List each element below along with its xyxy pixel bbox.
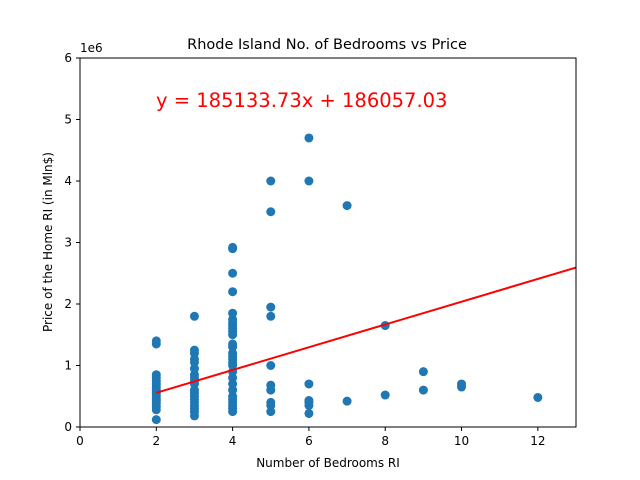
data-point — [418, 367, 428, 377]
x-axis-label: Number of Bedrooms RI — [256, 456, 400, 470]
data-point — [342, 201, 352, 211]
data-point — [228, 373, 238, 383]
data-point — [266, 361, 276, 370]
data-point — [418, 385, 428, 395]
data-point — [189, 354, 199, 364]
x-tick-label: 2 — [152, 434, 160, 448]
x-tick-label: 12 — [530, 434, 545, 448]
y-tick-label: 6 — [64, 51, 72, 65]
y-scale-label: 1e6 — [80, 41, 103, 55]
data-point — [189, 345, 199, 355]
data-point — [266, 380, 276, 390]
regression-line-group — [156, 266, 577, 394]
data-point — [304, 133, 314, 143]
x-tick-label: 10 — [454, 434, 469, 448]
y-axis-label: Price of the Home RI (in Mln$) — [41, 152, 55, 332]
data-point — [189, 385, 199, 395]
data-point — [304, 396, 314, 406]
data-point — [228, 308, 238, 318]
data-point — [228, 314, 238, 324]
regression-line — [156, 266, 577, 394]
x-tick-label: 4 — [229, 434, 237, 448]
data-point — [342, 396, 352, 406]
chart-title: Rhode Island No. of Bedrooms vs Price — [187, 37, 467, 53]
data-point — [189, 370, 199, 380]
data-point — [228, 287, 238, 297]
data-point — [228, 391, 238, 401]
y-tick-label: 4 — [64, 174, 72, 188]
x-tick-label: 6 — [305, 434, 313, 448]
data-point — [228, 268, 238, 278]
data-point — [304, 408, 314, 418]
data-point — [266, 176, 276, 186]
data-point — [266, 397, 276, 407]
data-point — [151, 415, 161, 425]
data-point — [228, 379, 238, 389]
x-tick-label: 8 — [381, 434, 389, 448]
data-point — [304, 176, 314, 186]
data-point — [228, 348, 238, 358]
data-point — [266, 207, 276, 217]
regression-equation: y = 185133.73x + 186057.03 — [156, 89, 447, 112]
data-point — [266, 311, 276, 321]
data-point — [228, 242, 238, 252]
data-point — [533, 392, 543, 402]
data-point — [228, 385, 238, 395]
y-tick-label: 5 — [64, 113, 72, 127]
data-point — [266, 302, 276, 312]
data-point — [189, 364, 199, 374]
x-tick-label: 0 — [76, 434, 84, 448]
data-point — [151, 370, 161, 380]
y-tick-label: 2 — [64, 297, 72, 311]
y-tick-label: 3 — [64, 236, 72, 250]
data-point — [457, 379, 467, 389]
data-point — [380, 390, 390, 400]
y-tick-label: 1 — [64, 359, 72, 373]
data-points-group — [151, 133, 543, 425]
data-point — [304, 379, 314, 389]
data-point — [151, 336, 161, 346]
plot-frame — [79, 57, 577, 428]
data-point — [228, 339, 238, 349]
data-point — [189, 311, 199, 321]
data-point — [266, 407, 276, 417]
y-tick-label: 0 — [64, 420, 72, 434]
